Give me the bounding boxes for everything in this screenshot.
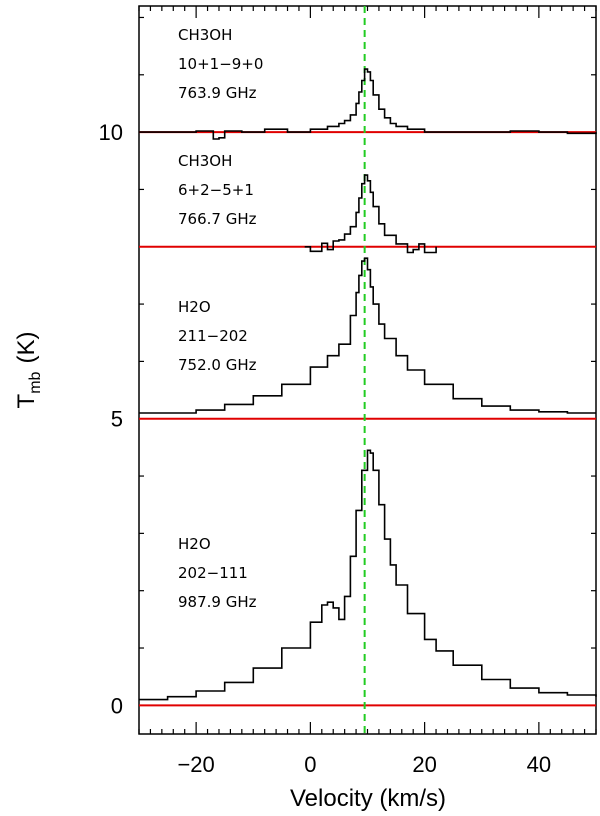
spectrum-line [304, 174, 437, 254]
y-axis-title-main: T [13, 393, 40, 408]
spectrum-line [139, 257, 596, 414]
x-tick-label: −20 [177, 752, 214, 777]
x-tick-label: 20 [412, 752, 436, 777]
label-ch3oh-763-transition: 10+1−9+0 [178, 55, 263, 73]
label-ch3oh-763: CH3OH 10+1−9+0 763.9 GHz [178, 26, 263, 102]
y-axis-title-sub: mb [27, 371, 44, 393]
x-axis-title: Velocity (km/s) [290, 785, 446, 812]
label-h2o-987: H2O 202−111 987.9 GHz [178, 535, 257, 611]
label-h2o-752-frequency: 752.0 GHz [178, 356, 257, 374]
y-tick-label: 10 [99, 120, 123, 145]
label-h2o-752: H2O 211−202 752.0 GHz [178, 298, 257, 374]
y-axis-title-unit: (K) [13, 332, 40, 364]
label-h2o-987-species: H2O [178, 535, 211, 553]
label-h2o-752-species: H2O [178, 298, 211, 316]
tick-labels: −20 0 20 40 0 5 10 [99, 120, 552, 777]
label-ch3oh-763-frequency: 763.9 GHz [178, 84, 257, 102]
y-tick-label: 5 [111, 407, 123, 432]
x-tick-label: 0 [304, 752, 316, 777]
x-tick-label: 40 [527, 752, 551, 777]
label-ch3oh-766: CH3OH 6+2−5+1 766.7 GHz [178, 152, 257, 228]
label-h2o-752-transition: 211−202 [178, 327, 248, 345]
baselines [139, 131, 596, 707]
spectra [139, 68, 597, 701]
label-h2o-987-frequency: 987.9 GHz [178, 593, 257, 611]
y-axis-title: Tmb (K) [13, 332, 44, 409]
spectrum-line [139, 449, 597, 701]
spectrum-line [139, 68, 597, 140]
label-ch3oh-766-species: CH3OH [178, 152, 232, 170]
label-h2o-987-transition: 202−111 [178, 564, 248, 582]
label-ch3oh-763-species: CH3OH [178, 26, 232, 44]
label-ch3oh-766-transition: 6+2−5+1 [178, 181, 254, 199]
label-ch3oh-766-frequency: 766.7 GHz [178, 210, 257, 228]
y-tick-label: 0 [111, 693, 123, 718]
